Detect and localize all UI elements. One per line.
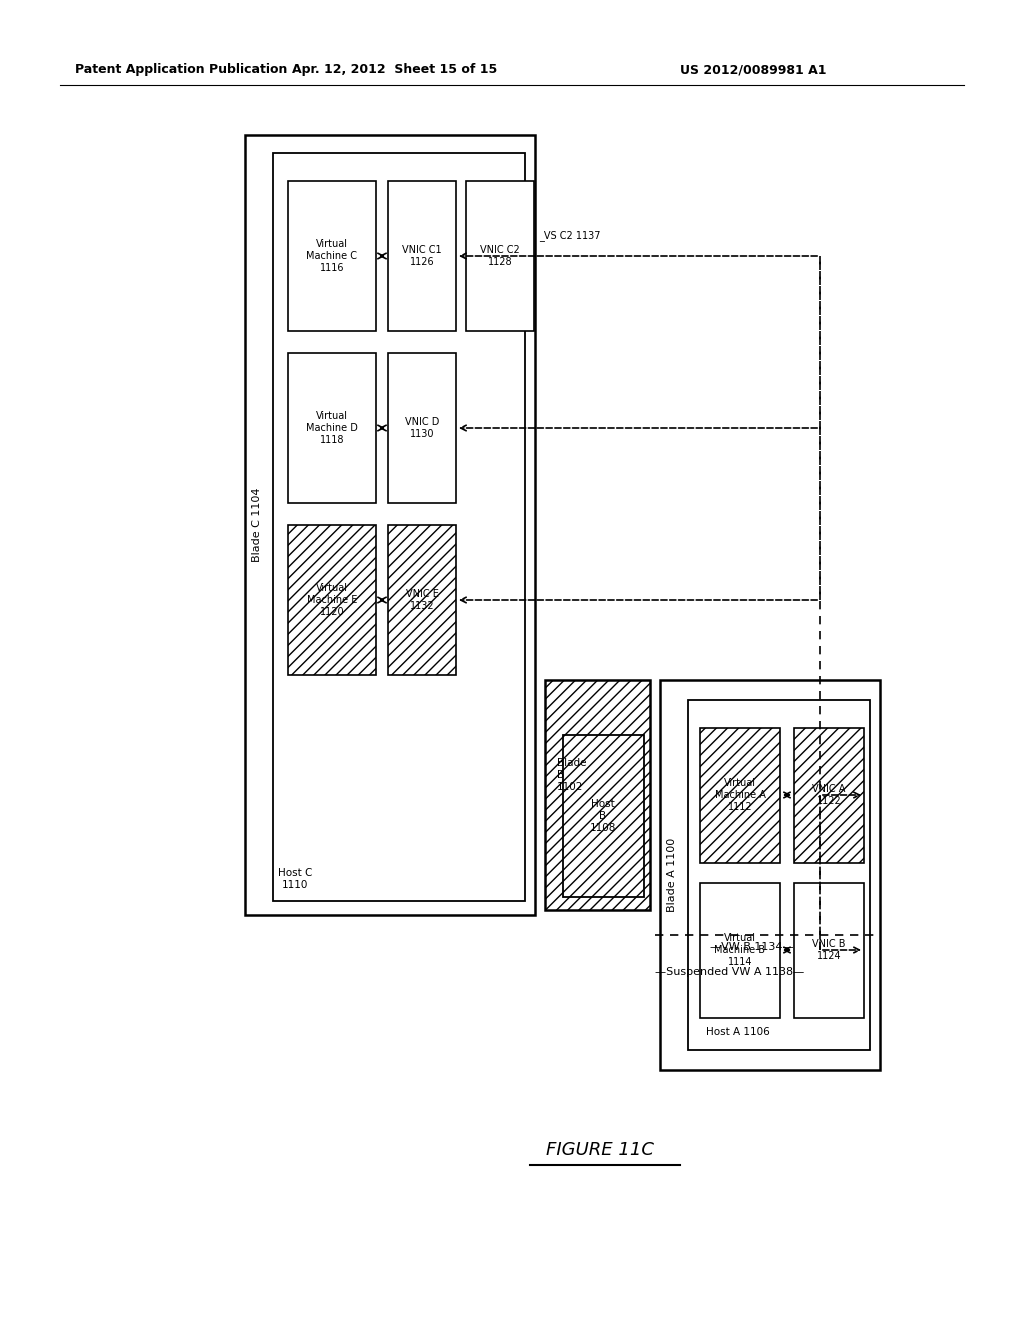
Bar	[563, 735, 644, 898]
Text: —VW B 1134—: —VW B 1134—	[710, 942, 794, 952]
Text: VNIC C2
1128: VNIC C2 1128	[480, 246, 520, 267]
Text: Blade C 1104: Blade C 1104	[252, 488, 262, 562]
Text: US 2012/0089981 A1: US 2012/0089981 A1	[680, 63, 826, 77]
Text: Host A 1106: Host A 1106	[706, 1027, 770, 1038]
Text: Virtual
Machine C
1116: Virtual Machine C 1116	[306, 239, 357, 273]
Bar	[794, 883, 864, 1018]
Text: _VS C2 1137: _VS C2 1137	[539, 231, 600, 242]
Bar	[388, 181, 456, 331]
Bar	[688, 700, 870, 1049]
Bar	[545, 680, 650, 909]
Bar	[660, 680, 880, 1071]
Text: Blade
B
1102: Blade B 1102	[557, 759, 587, 792]
Text: VNIC B
1124: VNIC B 1124	[812, 940, 846, 961]
Text: Blade A 1100: Blade A 1100	[667, 838, 677, 912]
Text: Virtual
Machine E
1120: Virtual Machine E 1120	[307, 583, 357, 616]
Bar	[794, 729, 864, 863]
Text: Host C
1110: Host C 1110	[278, 869, 312, 890]
Text: Virtual
Machine A
1112: Virtual Machine A 1112	[715, 779, 765, 812]
Bar	[288, 525, 376, 675]
Bar	[288, 181, 376, 331]
Bar	[245, 135, 535, 915]
Text: VNIC D
1130: VNIC D 1130	[404, 417, 439, 438]
Text: VNIC C1
1126: VNIC C1 1126	[402, 246, 441, 267]
Text: Patent Application Publication: Patent Application Publication	[75, 63, 288, 77]
Text: Virtual
Machine D
1118: Virtual Machine D 1118	[306, 412, 358, 445]
Text: Virtual
Machine B
1114: Virtual Machine B 1114	[715, 933, 766, 966]
Bar	[273, 153, 525, 902]
Bar	[700, 883, 780, 1018]
Bar	[288, 352, 376, 503]
Text: VNIC A
1122: VNIC A 1122	[812, 784, 846, 805]
Text: VNIC E
1132: VNIC E 1132	[406, 589, 438, 611]
Text: —Suspended VW A 1138—: —Suspended VW A 1138—	[655, 968, 804, 977]
Bar	[388, 525, 456, 675]
Bar	[388, 352, 456, 503]
Text: FIGURE 11C: FIGURE 11C	[546, 1140, 654, 1159]
Text: Apr. 12, 2012  Sheet 15 of 15: Apr. 12, 2012 Sheet 15 of 15	[293, 63, 498, 77]
Bar	[466, 181, 534, 331]
Bar	[700, 729, 780, 863]
Text: Host
B
1108: Host B 1108	[590, 800, 616, 833]
